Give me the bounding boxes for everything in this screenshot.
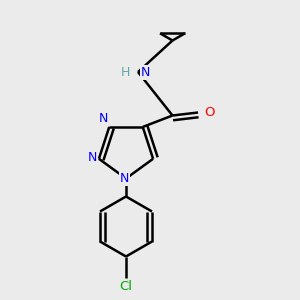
Text: Cl: Cl xyxy=(119,280,133,293)
Text: H: H xyxy=(121,65,130,79)
Text: N: N xyxy=(141,65,150,79)
Text: N: N xyxy=(120,172,129,185)
Text: O: O xyxy=(205,106,215,119)
Text: N: N xyxy=(98,112,108,125)
Text: N: N xyxy=(88,151,98,164)
